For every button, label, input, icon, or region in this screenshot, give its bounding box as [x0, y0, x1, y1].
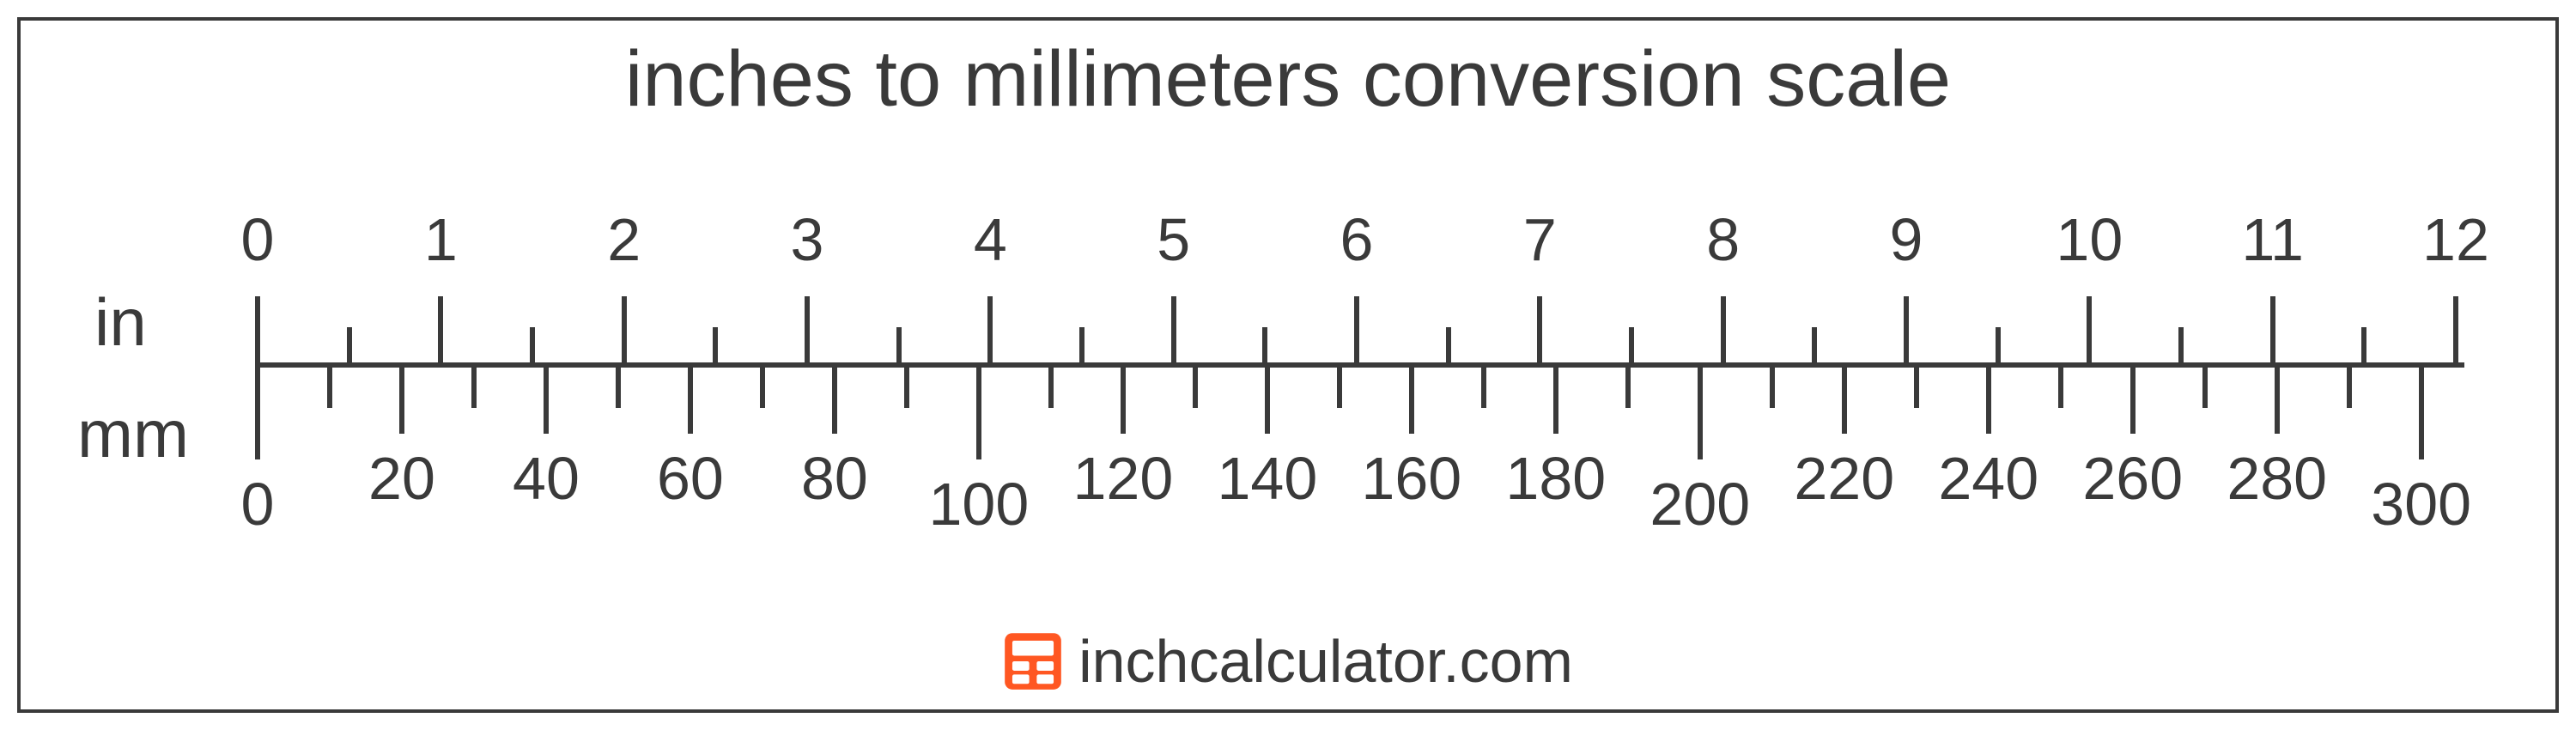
mm-tick-major	[255, 365, 260, 459]
mm-tick-minor	[327, 365, 332, 408]
unit-label-millimeters: mm	[77, 395, 189, 473]
inch-tick-minor	[1812, 327, 1817, 365]
inch-tick-minor	[1079, 327, 1084, 365]
inch-tick-major	[805, 296, 810, 365]
mm-tick-label: 260	[2082, 444, 2183, 513]
inch-tick-major	[255, 296, 260, 365]
inch-tick-label: 1	[424, 205, 458, 274]
inch-tick-label: 0	[241, 205, 275, 274]
mm-tick-mid	[1986, 365, 1991, 434]
inch-tick-major	[1904, 296, 1909, 365]
inch-tick-major	[1721, 296, 1726, 365]
mm-tick-label: 200	[1649, 470, 1750, 538]
ruler: 0123456789101112010020030020406080120140…	[258, 215, 2456, 515]
footer-text: inchcalculator.com	[1078, 627, 1573, 696]
mm-tick-minor	[760, 365, 765, 408]
inch-tick-minor	[347, 327, 352, 365]
page-title: inches to millimeters conversion scale	[0, 34, 2576, 125]
mm-tick-minor	[1770, 365, 1775, 408]
inch-tick-minor	[1446, 327, 1451, 365]
mm-tick-label: 140	[1217, 444, 1317, 513]
mm-tick-major	[1698, 365, 1703, 459]
inch-tick-major	[2270, 296, 2275, 365]
mm-tick-minor	[1048, 365, 1054, 408]
inch-tick-label: 12	[2422, 205, 2489, 274]
mm-tick-minor	[1193, 365, 1198, 408]
mm-tick-minor	[1625, 365, 1631, 408]
inch-tick-label: 4	[974, 205, 1007, 274]
mm-tick-mid	[832, 365, 837, 434]
mm-tick-label: 80	[801, 444, 868, 513]
unit-label-inches: in	[94, 283, 147, 362]
inch-tick-minor	[896, 327, 902, 365]
mm-tick-mid	[688, 365, 693, 434]
inch-tick-label: 7	[1523, 205, 1557, 274]
mm-tick-label: 160	[1361, 444, 1461, 513]
inch-tick-label: 10	[2056, 205, 2123, 274]
inch-tick-minor	[1996, 327, 2001, 365]
mm-tick-label: 180	[1505, 444, 1606, 513]
mm-tick-minor	[471, 365, 477, 408]
inch-tick-label: 11	[2241, 205, 2304, 274]
mm-tick-minor	[2347, 365, 2352, 408]
inch-tick-major	[622, 296, 627, 365]
inch-tick-major	[1171, 296, 1176, 365]
mm-tick-mid	[2130, 365, 2136, 434]
inch-tick-label: 2	[607, 205, 641, 274]
mm-tick-minor	[904, 365, 909, 408]
inch-tick-minor	[2361, 327, 2366, 365]
mm-tick-label: 100	[928, 470, 1029, 538]
mm-tick-minor	[2202, 365, 2208, 408]
mm-tick-mid	[2275, 365, 2280, 434]
mm-tick-minor	[1481, 365, 1486, 408]
mm-tick-label: 240	[1938, 444, 2038, 513]
mm-tick-mid	[1842, 365, 1847, 434]
mm-tick-major	[976, 365, 981, 459]
inch-tick-minor	[713, 327, 718, 365]
mm-tick-mid	[1553, 365, 1558, 434]
calculator-icon	[1003, 631, 1063, 691]
mm-tick-major	[2419, 365, 2424, 459]
mm-tick-label: 220	[1794, 444, 1894, 513]
inch-tick-label: 8	[1706, 205, 1740, 274]
mm-tick-minor	[1337, 365, 1342, 408]
mm-tick-label: 280	[2227, 444, 2327, 513]
footer: inchcalculator.com	[0, 627, 2576, 696]
mm-tick-label: 120	[1072, 444, 1173, 513]
inch-tick-major	[438, 296, 443, 365]
inch-tick-minor	[2178, 327, 2184, 365]
mm-tick-mid	[1121, 365, 1126, 434]
mm-tick-mid	[1409, 365, 1414, 434]
inch-tick-label: 9	[1890, 205, 1923, 274]
mm-tick-mid	[1265, 365, 1270, 434]
inch-tick-major	[987, 296, 993, 365]
mm-tick-mid	[544, 365, 549, 434]
mm-tick-minor	[2058, 365, 2063, 408]
inch-tick-major	[1537, 296, 1542, 365]
inch-tick-label: 3	[791, 205, 824, 274]
inch-tick-minor	[530, 327, 535, 365]
mm-tick-mid	[399, 365, 404, 434]
inch-tick-major	[1354, 296, 1359, 365]
mm-tick-label: 0	[241, 470, 275, 538]
inch-tick-minor	[1262, 327, 1267, 365]
mm-tick-minor	[1914, 365, 1919, 408]
inch-tick-label: 5	[1157, 205, 1190, 274]
mm-tick-minor	[616, 365, 621, 408]
mm-tick-label: 300	[2371, 470, 2471, 538]
mm-tick-label: 20	[368, 444, 435, 513]
mm-tick-label: 40	[513, 444, 580, 513]
inch-tick-label: 6	[1340, 205, 1374, 274]
inch-tick-major	[2453, 296, 2458, 365]
inch-tick-minor	[1629, 327, 1634, 365]
mm-tick-label: 60	[657, 444, 724, 513]
inch-tick-major	[2087, 296, 2092, 365]
